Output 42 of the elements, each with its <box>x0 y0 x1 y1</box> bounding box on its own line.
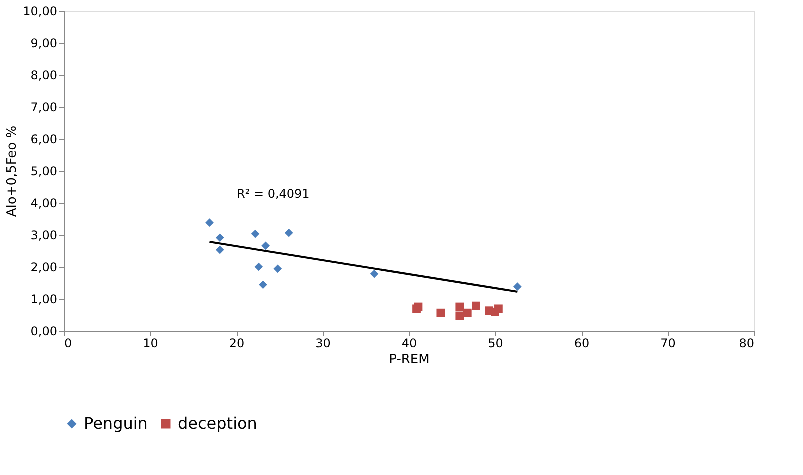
y-tick-label: 4,00 <box>30 196 58 210</box>
point <box>206 218 214 228</box>
point <box>254 262 264 272</box>
point <box>436 308 446 318</box>
y-tick-label: 10,00 <box>23 4 58 18</box>
legend-label: Penguin <box>84 414 148 433</box>
point <box>216 246 224 254</box>
x-axis-title: P-REM <box>389 352 430 368</box>
x-tick-label: 30 <box>316 336 331 350</box>
x-tick-label: 20 <box>229 336 245 350</box>
x-tick-label: 0 <box>64 336 72 350</box>
point <box>259 280 268 290</box>
point <box>456 312 464 320</box>
point <box>456 302 464 312</box>
y-tick-label: 1,00 <box>30 292 58 306</box>
y-tick-label: 3,00 <box>30 228 58 242</box>
point <box>472 302 480 310</box>
legend-label: deception <box>178 414 258 433</box>
point <box>262 242 270 250</box>
x-tick-label: 80 <box>739 336 754 350</box>
x-tick-label: 50 <box>488 336 504 350</box>
y-tick-label: 9,00 <box>30 36 58 50</box>
point <box>463 308 472 318</box>
point <box>216 234 224 242</box>
annotation: R² = 0,4091 <box>237 187 310 201</box>
x-tick-label: 70 <box>660 336 676 350</box>
x-tick-label: 40 <box>402 336 418 350</box>
y-tick-label: 5,00 <box>30 164 58 178</box>
point <box>513 282 522 292</box>
point <box>284 228 294 238</box>
x-tick-label: 60 <box>574 336 590 350</box>
y-tick-label: 0,00 <box>30 324 58 338</box>
point <box>494 304 503 314</box>
y-tick-label: 2,00 <box>30 260 58 274</box>
y-tick-label: 8,00 <box>30 68 58 82</box>
x-tick-label: 10 <box>143 336 158 350</box>
point <box>274 264 282 274</box>
y-tick-label: 7,00 <box>30 100 58 114</box>
point <box>370 270 379 278</box>
y-tick-label: 6,00 <box>30 132 58 146</box>
y-axis-title: Alo+0,5Feo % <box>5 126 20 218</box>
point <box>251 230 260 238</box>
